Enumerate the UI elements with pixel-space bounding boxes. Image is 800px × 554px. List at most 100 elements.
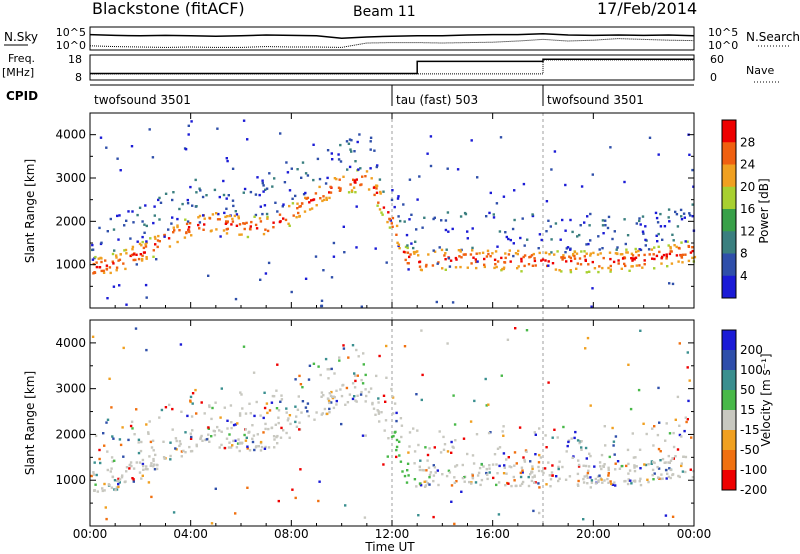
echo-point	[587, 469, 590, 472]
echo-point	[688, 212, 691, 215]
noise-rtick-top: 10^5	[708, 26, 738, 39]
echo-point	[300, 202, 304, 205]
echo-point	[330, 152, 333, 155]
echo-point	[144, 243, 147, 246]
echo-point	[210, 522, 214, 525]
echo-point	[575, 267, 578, 270]
echo-point	[607, 474, 610, 477]
echo-point	[359, 167, 362, 170]
echo-point	[414, 240, 417, 243]
echo-point	[647, 480, 650, 484]
echo-point	[542, 471, 545, 475]
echo-point	[510, 484, 513, 488]
echo-point	[498, 464, 501, 468]
echo-point	[532, 509, 535, 513]
echo-point	[401, 470, 404, 473]
echo-point	[421, 468, 424, 472]
echo-point	[227, 446, 231, 449]
echo-point	[614, 484, 617, 487]
echo-point	[374, 413, 377, 416]
echo-point	[324, 182, 328, 185]
echo-point	[638, 219, 641, 223]
echo-point	[234, 439, 237, 442]
echo-point	[434, 471, 437, 474]
echo-point	[351, 344, 355, 347]
echo-point	[322, 269, 325, 272]
echo-point	[543, 467, 547, 470]
echo-point	[589, 486, 592, 489]
echo-point	[503, 464, 506, 467]
echo-point	[145, 241, 148, 245]
echo-point	[590, 481, 594, 484]
echo-point	[189, 185, 192, 189]
echo-point	[443, 443, 447, 446]
colorbar-tick-label: 4	[740, 269, 748, 283]
echo-point	[364, 373, 367, 377]
echo-point	[454, 465, 457, 468]
echo-point	[120, 476, 124, 479]
echo-point	[403, 474, 407, 478]
echo-point	[426, 152, 429, 155]
echo-point	[330, 367, 333, 371]
echo-point	[250, 220, 253, 224]
echo-point	[105, 268, 109, 271]
colorbar-swatch	[722, 430, 736, 451]
echo-point	[600, 467, 603, 471]
velocity-panel-frame	[89, 319, 695, 527]
echo-point	[624, 264, 627, 268]
echo-point	[553, 150, 557, 153]
echo-point	[603, 479, 606, 482]
echo-point	[301, 161, 305, 164]
echo-point	[617, 262, 620, 265]
echo-point	[328, 407, 331, 411]
echo-point	[282, 217, 285, 220]
echo-point	[625, 464, 628, 468]
echo-point	[653, 257, 656, 261]
x-tick-label: 20:00	[576, 527, 611, 541]
echo-point	[587, 465, 591, 468]
echo-point	[597, 270, 600, 274]
echo-point	[639, 329, 642, 332]
echo-point	[294, 378, 297, 381]
echo-point	[171, 198, 174, 202]
echo-point	[495, 202, 499, 205]
echo-point	[117, 485, 120, 489]
echo-point	[372, 407, 376, 410]
echo-point	[656, 221, 660, 224]
echo-point	[178, 229, 181, 232]
echo-point	[148, 128, 151, 131]
echo-point	[612, 444, 615, 447]
echo-point	[328, 191, 331, 194]
echo-point	[494, 263, 497, 266]
echo-point	[118, 478, 122, 481]
echo-point	[639, 467, 642, 470]
echo-point	[555, 475, 558, 478]
echo-point	[266, 229, 270, 233]
cpid-segment-label: tau (fast) 503	[396, 93, 478, 107]
colorbar-tick-label: 12	[740, 224, 755, 238]
echo-point	[428, 473, 432, 477]
echo-point	[562, 254, 565, 257]
echo-point	[471, 246, 474, 250]
echo-point	[129, 254, 132, 258]
echo-point	[406, 251, 410, 254]
echo-point	[186, 198, 189, 202]
echo-point	[433, 250, 437, 253]
echo-point	[398, 454, 401, 457]
echo-point	[145, 257, 148, 260]
echo-point	[376, 204, 379, 207]
echo-point	[538, 427, 541, 430]
echo-point	[378, 420, 381, 423]
echo-point	[288, 204, 291, 208]
echo-point	[225, 228, 228, 231]
echo-point	[121, 426, 124, 429]
echo-point	[517, 265, 520, 268]
echo-point	[150, 495, 153, 499]
echo-point	[658, 250, 661, 254]
echo-point	[110, 486, 114, 489]
echo-point	[499, 136, 503, 139]
echo-point	[353, 386, 357, 389]
echo-point	[438, 430, 441, 433]
echo-point	[176, 225, 179, 229]
